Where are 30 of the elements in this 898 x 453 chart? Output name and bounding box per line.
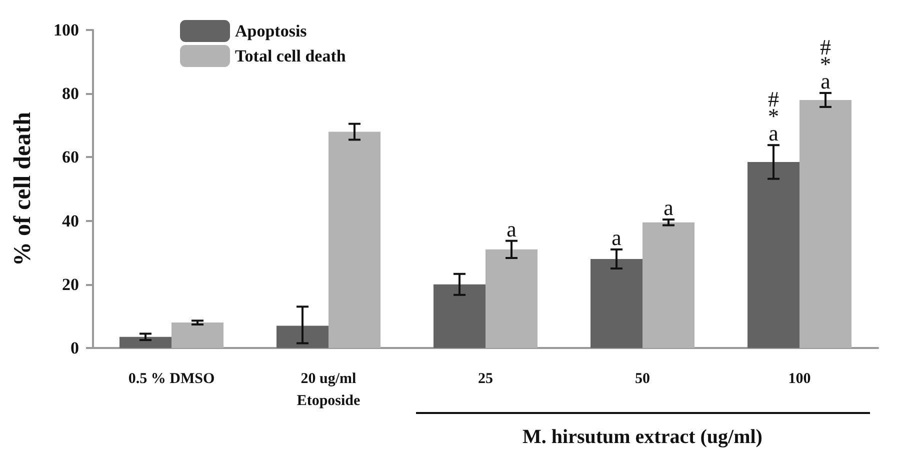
y-axis-title: % of cell death	[10, 112, 36, 266]
bar	[590, 258, 642, 348]
x-tick-label: 50	[635, 371, 650, 387]
y-tick-label: 0	[70, 338, 79, 358]
annotation: a	[612, 224, 622, 250]
bar	[172, 322, 224, 348]
x-tick-label: 25	[478, 371, 493, 387]
bar	[642, 222, 694, 348]
y-tick-label: 20	[62, 274, 79, 294]
bar	[800, 100, 852, 348]
legend-label: Apoptosis	[235, 22, 308, 40]
annotation: a	[506, 216, 517, 242]
x-tick-label: 20 ug/ml Etoposide	[296, 371, 361, 409]
bar	[748, 162, 800, 348]
bar	[486, 249, 538, 348]
x-axis-title: M. hirsutum extract (ug/ml)	[522, 426, 764, 449]
y-tick-label: 60	[62, 148, 79, 167]
y-tick-label: 100	[54, 20, 79, 40]
legend-label: Total cell death	[235, 46, 346, 66]
y-tick-label: 40	[62, 211, 79, 230]
bar	[328, 132, 380, 348]
bar	[276, 326, 328, 348]
y-tick-label: 80	[62, 84, 79, 104]
annotation: a	[820, 68, 831, 94]
annotation: a	[768, 120, 779, 146]
bar	[120, 336, 172, 348]
bar	[434, 284, 486, 348]
x-tick-label: 100	[788, 371, 811, 387]
x-tick-label: 0.5 % DMSO	[128, 371, 215, 387]
annotation: a	[664, 195, 674, 220]
